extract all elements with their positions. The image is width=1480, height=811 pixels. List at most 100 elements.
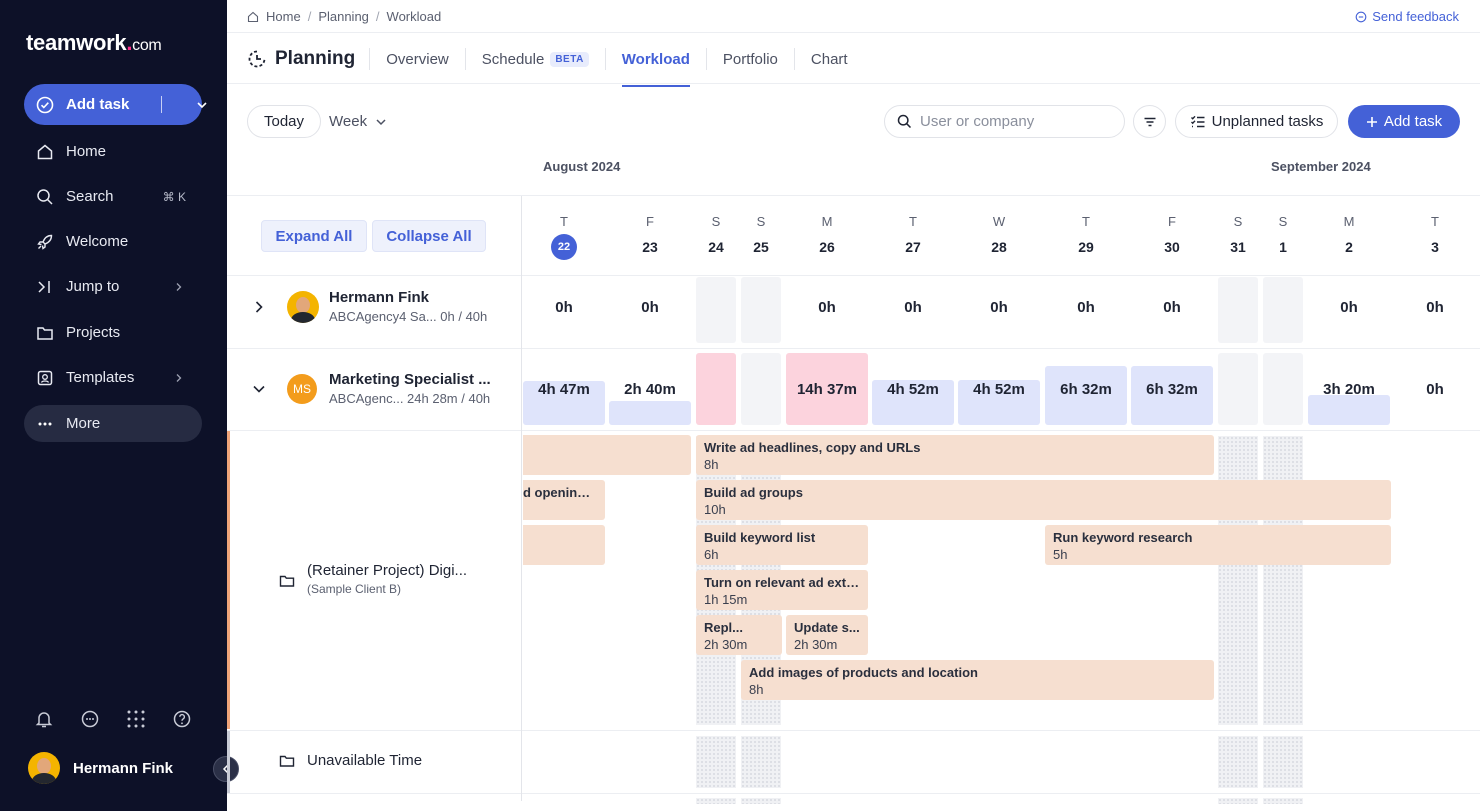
apps-grid-icon[interactable] (126, 709, 146, 729)
folder-icon (37, 326, 53, 340)
sidebar-item-label: Templates (66, 369, 135, 386)
sidebar-user[interactable]: Hermann Fink (28, 752, 173, 784)
main-content: Home / Planning / Workload Send feedback… (227, 0, 1480, 811)
task-bar[interactable] (523, 525, 605, 565)
weekend-cell (741, 277, 781, 343)
planning-tabs: Planning Overview Schedule BETA Workload … (247, 44, 864, 87)
search-placeholder: User or company (920, 113, 1035, 130)
project-color-bar (227, 431, 230, 729)
add-task-button[interactable]: Add task (1348, 105, 1460, 138)
sidebar-item-search[interactable]: Search ⌘ K (24, 178, 202, 215)
rocket-icon (37, 234, 53, 250)
day-hours: 6h 32m (1060, 381, 1112, 398)
load-bar (523, 381, 605, 425)
breadcrumb-workload: Workload (386, 9, 442, 24)
day-header[interactable]: T 22 (534, 214, 594, 260)
user-row-hermann[interactable]: Hermann Fink ABCAgency4 Sa... 0h / 40h (251, 289, 487, 324)
project-row[interactable]: (Retainer Project) Digi... (Sample Clien… (279, 562, 467, 596)
collapse-sidebar-button[interactable] (213, 756, 239, 782)
day-hours: 0h (904, 299, 922, 316)
day-hours: 4h 52m (887, 381, 939, 398)
planning-icon (248, 50, 266, 68)
unavailable-time-row[interactable]: Unavailable Time (279, 752, 422, 769)
filter-button[interactable] (1133, 105, 1166, 138)
beta-badge: BETA (550, 51, 589, 67)
task-bar[interactable]: Repl... 2h 30m (696, 615, 782, 655)
task-bar[interactable]: Update s... 2h 30m (786, 615, 868, 655)
weekend-cell (1218, 277, 1258, 343)
day-header[interactable]: W 28 (991, 214, 1007, 255)
task-bar[interactable] (523, 435, 691, 475)
chevron-right-icon (176, 373, 182, 382)
help-icon[interactable] (172, 709, 192, 729)
feedback-icon (1355, 11, 1367, 22)
task-bar[interactable]: Build keyword list 6h (696, 525, 868, 565)
task-bar[interactable]: Build ad groups 10h (696, 480, 1391, 520)
chevron-left-icon (222, 764, 229, 774)
page-title: Planning (247, 48, 369, 70)
month-label-august: August 2024 (543, 159, 621, 174)
chevron-down-icon[interactable] (251, 381, 267, 397)
task-bar[interactable]: Run keyword research 5h (1045, 525, 1391, 565)
collapse-all-button[interactable]: Collapse All (372, 220, 486, 252)
user-search-input[interactable]: User or company (884, 105, 1125, 138)
chat-icon[interactable] (80, 709, 100, 729)
breadcrumb-planning[interactable]: Planning (318, 9, 369, 24)
sidebar-item-templates[interactable]: Templates (24, 359, 202, 396)
bell-icon[interactable] (34, 709, 54, 729)
day-header[interactable]: F 23 (642, 214, 658, 255)
unplanned-tasks-button[interactable]: Unplanned tasks (1175, 105, 1338, 138)
today-button[interactable]: Today (247, 105, 321, 138)
tab-chart[interactable]: Chart (793, 48, 864, 70)
day-header[interactable]: T 27 (905, 214, 921, 255)
tab-schedule[interactable]: Schedule BETA (464, 48, 605, 70)
sidebar-item-label: Home (66, 143, 107, 160)
sidebar-add-task-button[interactable]: Add task (24, 84, 207, 125)
day-header[interactable]: F 30 (1164, 214, 1180, 255)
user-row-marketing-specialist[interactable]: MS Marketing Specialist ... ABCAgenc... … (251, 371, 491, 406)
sidebar-item-home[interactable]: Home (24, 133, 202, 170)
weekend-cell (1263, 353, 1303, 425)
tab-overview[interactable]: Overview (369, 48, 465, 70)
tab-portfolio[interactable]: Portfolio (705, 48, 794, 70)
folder-icon (279, 575, 295, 587)
project-client: (Sample Client B) (307, 582, 402, 596)
plus-icon (1366, 116, 1377, 127)
expand-all-button[interactable]: Expand All (261, 220, 367, 252)
day-hours: 0h (641, 299, 659, 316)
load-bar (872, 380, 954, 425)
sidebar-item-more[interactable]: More (24, 405, 202, 442)
day-header[interactable]: S 24 (708, 214, 724, 255)
task-bar[interactable]: Write ad headlines, copy and URLs 8h (696, 435, 1214, 475)
weekend-column (1263, 736, 1303, 788)
tab-workload[interactable]: Workload (604, 48, 706, 87)
task-bar[interactable]: Turn on relevant ad exte... 1h 15m (696, 570, 868, 610)
day-hours: 0h (555, 299, 573, 316)
day-hours: 0h (1426, 381, 1444, 398)
day-header[interactable]: S 25 (753, 214, 769, 255)
day-header[interactable]: T 29 (1078, 214, 1094, 255)
range-select[interactable]: Week (329, 105, 387, 138)
avatar (28, 752, 60, 784)
day-hours: 2h 40m (624, 381, 676, 398)
user-capacity: ABCAgenc... 24h 28m / 40h (329, 391, 491, 406)
send-feedback-link[interactable]: Send feedback (1355, 9, 1459, 24)
chevron-down-icon[interactable] (196, 99, 208, 111)
day-header[interactable]: S 31 (1230, 214, 1246, 255)
avatar: MS (287, 373, 317, 404)
task-bar[interactable]: d opening ... (523, 480, 605, 520)
sidebar-item-jump-to[interactable]: Jump to (24, 268, 202, 305)
sidebar-item-welcome[interactable]: Welcome (24, 223, 202, 260)
day-header[interactable]: M 26 (819, 214, 835, 255)
task-bar[interactable]: Add images of products and location 8h (741, 660, 1214, 700)
avatar (287, 290, 319, 323)
sidebar-item-projects[interactable]: Projects (24, 314, 202, 351)
weekend-cell (741, 353, 781, 425)
chevron-right-icon[interactable] (251, 299, 267, 315)
breadcrumb-home[interactable]: Home (266, 9, 301, 24)
project-name: (Retainer Project) Digi... (307, 562, 468, 579)
teamwork-logo[interactable]: teamwork.com (26, 30, 162, 55)
